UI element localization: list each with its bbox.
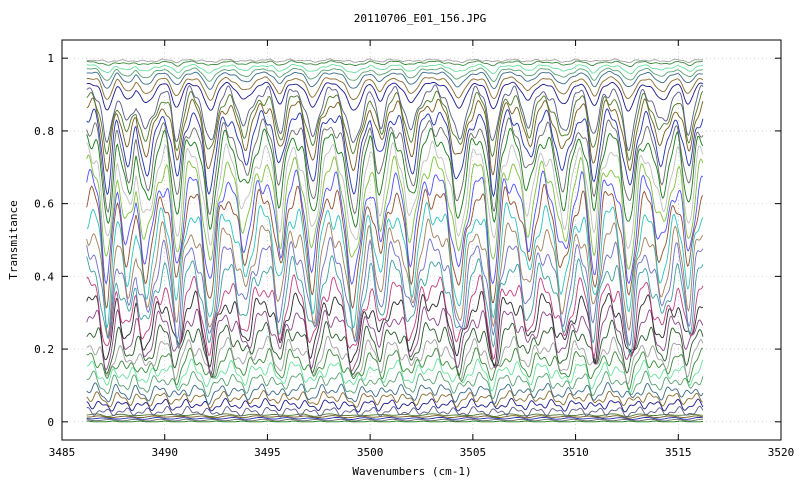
y-tick-label: 0	[47, 416, 54, 429]
y-axis-ticks: 0 0.2 0.4 0.6 0.8 1	[34, 52, 781, 429]
series-line	[86, 420, 703, 423]
series-line	[86, 319, 704, 379]
series-line	[86, 290, 704, 368]
series-line	[86, 382, 704, 406]
series-line	[86, 70, 703, 90]
series-line	[86, 76, 704, 101]
x-axis-ticks: 3485 3490 3495 3500 3505 3510 3515 3520	[49, 40, 795, 459]
series-line	[86, 183, 704, 310]
series-line	[86, 390, 704, 409]
series-line	[86, 415, 703, 419]
x-tick-label: 3490	[151, 446, 178, 459]
series-line	[86, 335, 704, 385]
series-line	[86, 58, 703, 64]
series-line	[86, 370, 704, 400]
series-line	[86, 140, 704, 250]
series-line	[86, 127, 704, 231]
series-line	[86, 254, 704, 356]
series-line	[86, 358, 704, 394]
x-tick-label: 3500	[357, 446, 384, 459]
x-axis-label: Wavenumbers (cm-1)	[352, 465, 471, 478]
series-line	[86, 218, 704, 339]
series-line	[86, 417, 703, 420]
y-tick-label: 0.2	[34, 343, 54, 356]
y-tick-label: 0.6	[34, 198, 54, 211]
x-tick-label: 3495	[254, 446, 281, 459]
series-line	[86, 97, 704, 175]
y-tick-label: 1	[47, 52, 54, 65]
series-line	[86, 90, 704, 162]
y-tick-label: 0.8	[34, 125, 54, 138]
series-line	[86, 274, 704, 360]
y-tick-label: 0.4	[34, 270, 54, 283]
series-line	[86, 60, 703, 68]
series-line	[86, 168, 704, 285]
series-line	[86, 84, 704, 152]
x-tick-label: 3515	[665, 446, 692, 459]
series-line	[86, 418, 703, 422]
x-tick-label: 3520	[768, 446, 795, 459]
series-line	[86, 63, 704, 75]
plot-frame	[61, 39, 782, 441]
series-line	[86, 117, 704, 216]
series-line	[86, 108, 704, 198]
x-tick-label: 3510	[562, 446, 589, 459]
series-lines	[86, 58, 704, 423]
series-line	[86, 236, 704, 346]
series-line	[86, 413, 703, 418]
series-line	[86, 405, 704, 418]
series-line	[86, 201, 704, 329]
series-line	[86, 304, 704, 376]
x-tick-label: 3505	[460, 446, 487, 459]
series-line	[86, 347, 703, 391]
series-line	[86, 81, 704, 112]
y-axis-label: Transmitance	[7, 200, 20, 279]
x-tick-label: 3485	[49, 446, 76, 459]
series-line	[86, 154, 704, 270]
series-line	[86, 67, 704, 82]
series-line	[86, 397, 704, 413]
chart-title: 20110706_E01_156.JPG	[354, 12, 486, 25]
